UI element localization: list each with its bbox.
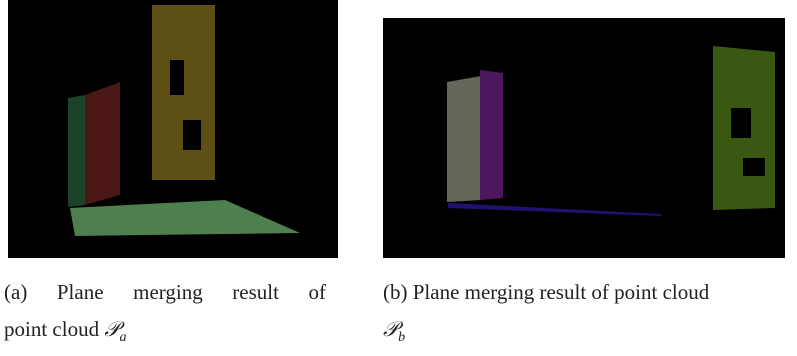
caption-line: (b) Plane merging result of point cloud [383,274,797,311]
math-symbol: 𝒫 [104,317,119,341]
math-subscript: a [119,330,126,345]
caption-line: 𝒫b [383,311,797,356]
caption-a: (a) Plane merging result of point cloud … [4,274,326,356]
figure-b-image [383,18,785,258]
figure-a-image [8,0,338,258]
page: (a) Plane merging result of point cloud … [0,0,797,347]
caption-b: (b) Plane merging result of point cloud … [383,274,797,356]
caption-line: point cloud 𝒫a [4,311,326,356]
math-subscript: b [398,330,405,345]
caption-text: point cloud [4,317,99,341]
caption-line: (a) Plane merging result of [4,274,326,311]
math-symbol: 𝒫 [383,317,398,341]
